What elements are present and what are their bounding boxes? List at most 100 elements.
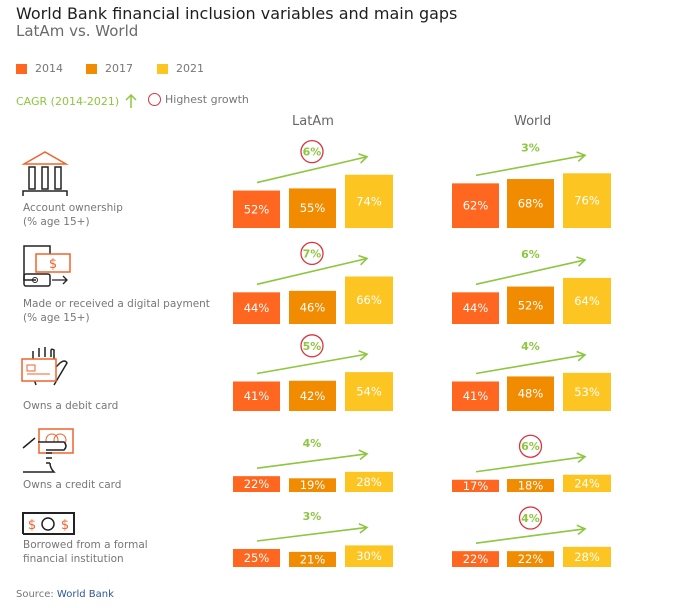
highest-growth-label: Highest growth — [165, 93, 249, 106]
legend-label: 2014 — [35, 62, 63, 75]
bar-value-label: 54% — [356, 385, 382, 399]
bar-value-label: 76% — [574, 194, 600, 208]
chart-subtitle: LatAm vs. World — [16, 22, 139, 40]
bar-2017 — [289, 290, 336, 324]
cagr-value-label: 6% — [521, 440, 540, 453]
bar-2017 — [289, 551, 336, 567]
legend-label: 2021 — [176, 62, 204, 75]
bar-2017 — [507, 286, 554, 324]
legend-cagr: CAGR (2014-2021) — [16, 93, 137, 109]
bar-value-label: 28% — [574, 550, 600, 564]
legend-swatch — [16, 63, 27, 74]
bar-value-label: 48% — [518, 387, 544, 401]
cagr-value-label: 6% — [521, 248, 540, 261]
svg-text:$: $ — [28, 518, 36, 533]
bar-2021 — [345, 174, 393, 228]
source-prefix: Source: — [16, 589, 54, 600]
bar-2021 — [563, 173, 611, 228]
bar-value-label: 19% — [300, 478, 326, 492]
bar-2014 — [233, 381, 280, 411]
legend-2014: 2014 — [16, 62, 63, 75]
bar-value-label: 41% — [244, 389, 270, 403]
credit-card-icon — [22, 428, 74, 473]
bar-value-label: 44% — [463, 301, 489, 315]
legend-swatch — [157, 63, 168, 74]
bar-value-label: 55% — [300, 201, 326, 215]
legend-swatch — [86, 63, 97, 74]
cagr-arrow — [475, 154, 586, 177]
bar-value-label: 46% — [300, 300, 326, 314]
highest-growth-circle — [300, 241, 324, 266]
cagr-value-label: 4% — [521, 512, 540, 525]
row-label-line: financial institution — [23, 553, 124, 565]
bar-value-label: 28% — [356, 475, 382, 489]
phone-payment-icon: $ — [23, 245, 71, 287]
cagr-arrow — [256, 155, 368, 184]
legend-2017: 2017 — [86, 62, 133, 75]
bar-2014 — [452, 479, 499, 492]
bar-value-label: 22% — [518, 552, 544, 566]
column-header-world: World — [514, 114, 552, 129]
cagr-arrow — [256, 453, 368, 469]
row-label-line: Made or received a digital payment — [23, 298, 210, 310]
svg-text:$: $ — [49, 257, 57, 272]
legend-highest-growth: Highest growth — [148, 93, 249, 106]
bar-2017 — [289, 188, 336, 228]
bar-2017 — [507, 479, 554, 492]
row-label-account-ownership: Account ownership (% age 15+) — [23, 201, 123, 229]
cagr-value-label: 5% — [303, 340, 322, 353]
bar-2017 — [507, 179, 554, 228]
bar-value-label: 44% — [244, 301, 270, 315]
row-label-line: Account ownership — [23, 202, 123, 214]
bar-2014 — [452, 381, 499, 411]
cagr-value-label: 3% — [521, 141, 540, 154]
cagr-label: CAGR (2014-2021) — [16, 94, 120, 108]
cagr-arrow — [256, 526, 368, 542]
bar-value-label: 41% — [463, 389, 489, 403]
bar-value-label: 52% — [518, 298, 544, 312]
row-label-line: Owns a credit card — [23, 479, 122, 491]
chart-title: World Bank financial inclusion variables… — [16, 4, 458, 23]
bar-2021 — [345, 276, 393, 324]
bar-value-label: 53% — [574, 385, 600, 399]
highest-growth-circle — [518, 506, 543, 530]
bar-2017 — [289, 380, 336, 411]
cagr-value-label: 7% — [303, 247, 322, 260]
cagr-arrow — [475, 259, 586, 286]
arrow-head-icon — [358, 153, 369, 164]
bar-2017 — [507, 376, 554, 411]
bar-2014 — [452, 551, 499, 567]
bar-value-label: 52% — [244, 202, 270, 216]
bar-2021 — [345, 545, 393, 567]
row-label-line: Borrowed from a formal — [23, 539, 148, 551]
arrow-up-icon — [125, 93, 137, 108]
bar-2021 — [345, 471, 393, 492]
bar-value-label: 30% — [356, 549, 382, 563]
bar-value-label: 74% — [356, 194, 382, 208]
row-label-line: Owns a debit card — [23, 400, 119, 412]
bank-icon — [21, 151, 69, 196]
highest-growth-circle — [300, 334, 324, 358]
bar-value-label: 66% — [356, 293, 382, 307]
cagr-arrow — [475, 354, 586, 375]
banknote-icon: $ $ — [22, 512, 75, 535]
bar-value-label: 24% — [574, 476, 600, 490]
bar-2017 — [289, 478, 336, 492]
arrow-head-icon — [358, 350, 369, 361]
cagr-arrow — [256, 353, 368, 375]
bar-value-label: 17% — [463, 479, 489, 493]
bar-value-label: 22% — [244, 477, 270, 491]
arrow-head-icon — [358, 522, 369, 534]
bar-value-label: 62% — [463, 199, 489, 213]
bar-2021 — [563, 546, 611, 567]
cagr-arrow — [256, 257, 368, 286]
bar-2021 — [563, 474, 611, 492]
debit-card-icon — [21, 347, 68, 386]
cagr-value-label: 3% — [303, 510, 322, 523]
highest-growth-circle — [518, 434, 543, 458]
bar-value-label: 68% — [518, 197, 544, 211]
bar-2014 — [452, 292, 499, 324]
bar-value-label: 18% — [518, 479, 544, 493]
